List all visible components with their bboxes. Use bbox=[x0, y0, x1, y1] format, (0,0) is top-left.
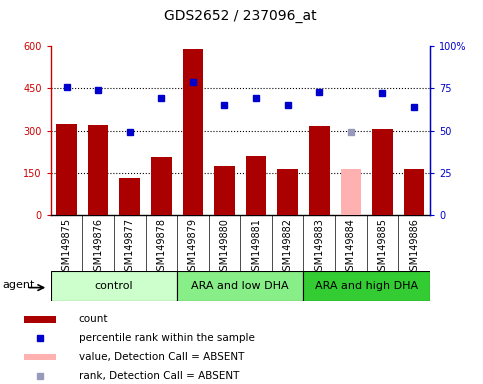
Text: ARA and low DHA: ARA and low DHA bbox=[191, 281, 289, 291]
Bar bbox=[404, 169, 425, 215]
Text: GSM149879: GSM149879 bbox=[188, 218, 198, 277]
Text: GDS2652 / 237096_at: GDS2652 / 237096_at bbox=[164, 9, 316, 23]
Text: percentile rank within the sample: percentile rank within the sample bbox=[79, 333, 255, 343]
Bar bbox=[56, 124, 77, 215]
Bar bbox=[24, 354, 56, 360]
Text: GSM149883: GSM149883 bbox=[314, 218, 324, 277]
Bar bbox=[119, 179, 140, 215]
Text: control: control bbox=[95, 281, 133, 291]
Text: GSM149878: GSM149878 bbox=[156, 218, 166, 277]
Bar bbox=[24, 316, 56, 323]
Bar bbox=[151, 157, 171, 215]
Bar bbox=[51, 271, 177, 301]
Text: GSM149882: GSM149882 bbox=[283, 218, 293, 277]
Text: value, Detection Call = ABSENT: value, Detection Call = ABSENT bbox=[79, 352, 244, 362]
Bar bbox=[183, 49, 203, 215]
Text: count: count bbox=[79, 314, 108, 324]
Text: GSM149885: GSM149885 bbox=[378, 218, 387, 277]
Text: rank, Detection Call = ABSENT: rank, Detection Call = ABSENT bbox=[79, 371, 239, 381]
Text: GSM149876: GSM149876 bbox=[93, 218, 103, 277]
Bar bbox=[372, 129, 393, 215]
Text: GSM149880: GSM149880 bbox=[219, 218, 229, 277]
Text: ARA and high DHA: ARA and high DHA bbox=[315, 281, 418, 291]
Bar bbox=[309, 126, 329, 215]
Text: GSM149877: GSM149877 bbox=[125, 218, 135, 277]
Bar bbox=[277, 169, 298, 215]
Text: GSM149875: GSM149875 bbox=[61, 218, 71, 277]
Text: GSM149881: GSM149881 bbox=[251, 218, 261, 277]
Text: GSM149886: GSM149886 bbox=[409, 218, 419, 277]
Bar bbox=[246, 156, 266, 215]
Bar bbox=[341, 169, 361, 215]
Bar bbox=[88, 125, 108, 215]
Bar bbox=[177, 271, 303, 301]
Text: GSM149884: GSM149884 bbox=[346, 218, 356, 277]
Bar bbox=[214, 166, 235, 215]
Text: agent: agent bbox=[2, 280, 35, 290]
Bar bbox=[303, 271, 430, 301]
